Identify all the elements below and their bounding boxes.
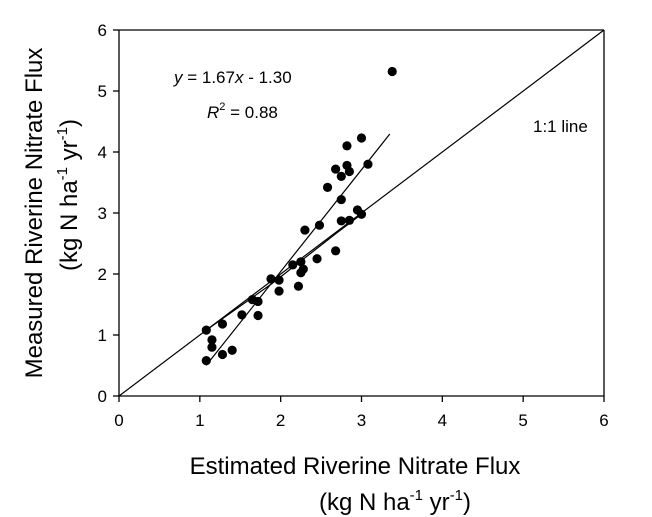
data-point bbox=[274, 286, 284, 296]
data-point bbox=[217, 349, 228, 360]
y-tick-label: 0 bbox=[98, 387, 107, 406]
y-units-mid: yr bbox=[56, 140, 83, 167]
equation-slope: = 1.67 bbox=[183, 68, 235, 87]
data-point bbox=[336, 194, 346, 205]
x-units-mid: yr bbox=[423, 489, 450, 516]
tick-labels: 0 1 2 3 4 5 6 0 1 2 3 4 5 6 bbox=[98, 21, 609, 430]
x-tick-label: 6 bbox=[599, 411, 608, 430]
y-tick-label: 2 bbox=[98, 265, 107, 284]
r-squared-label: R2 = 0.88 bbox=[207, 101, 278, 122]
data-point bbox=[201, 356, 211, 366]
data-point bbox=[296, 257, 306, 267]
data-point bbox=[207, 342, 217, 352]
r2-exponent: 2 bbox=[219, 101, 225, 113]
data-point bbox=[331, 164, 341, 174]
data-point bbox=[298, 264, 308, 274]
y-units-end: ) bbox=[56, 119, 83, 127]
x-tick-label: 0 bbox=[114, 411, 123, 430]
data-points bbox=[201, 66, 397, 366]
y-tick-label: 4 bbox=[98, 143, 107, 162]
data-point bbox=[312, 254, 322, 264]
x-units-end: ) bbox=[463, 489, 471, 516]
data-point bbox=[344, 215, 354, 225]
equation-y: y bbox=[173, 68, 184, 87]
y-axis-units: (kg N ha-1 yr-1) bbox=[54, 119, 83, 271]
data-point bbox=[356, 133, 367, 143]
x-tick-label: 5 bbox=[518, 411, 527, 430]
y-tick-label: 3 bbox=[98, 204, 107, 223]
data-point bbox=[201, 325, 211, 335]
x-axis-units: (kg N ha-1 yr-1) bbox=[319, 487, 471, 516]
y-tick-label: 1 bbox=[98, 326, 107, 345]
r2-value: = 0.88 bbox=[225, 103, 277, 122]
y-axis-title: Measured Riverine Nitrate Flux bbox=[21, 48, 48, 379]
data-point bbox=[274, 275, 284, 285]
tick-marks bbox=[113, 29, 605, 402]
data-point bbox=[336, 171, 346, 181]
x-tick-label: 4 bbox=[438, 411, 447, 430]
y-units-exp1: -1 bbox=[54, 167, 71, 180]
data-point bbox=[363, 159, 373, 169]
regression-line bbox=[205, 133, 391, 366]
data-point bbox=[253, 310, 263, 321]
data-point bbox=[288, 260, 298, 270]
y-units-base: (kg N ha bbox=[56, 180, 83, 271]
equation-x: x bbox=[234, 68, 244, 87]
data-point bbox=[237, 310, 247, 320]
one-to-one-line-label: 1:1 line bbox=[533, 117, 588, 136]
equation-intercept: - 1.30 bbox=[243, 68, 291, 87]
x-tick-label: 2 bbox=[276, 411, 285, 430]
data-point bbox=[314, 220, 325, 230]
y-units-exp2: -1 bbox=[54, 127, 71, 140]
data-point bbox=[217, 319, 228, 329]
x-units-exp2: -1 bbox=[450, 487, 463, 504]
data-point bbox=[336, 216, 346, 226]
data-point bbox=[227, 345, 237, 355]
data-point bbox=[266, 274, 276, 284]
regression-equation: y = 1.67x - 1.30 bbox=[173, 68, 292, 87]
x-units-exp1: -1 bbox=[410, 487, 423, 504]
x-units-base: (kg N ha bbox=[319, 489, 410, 516]
x-tick-label: 1 bbox=[195, 411, 204, 430]
data-point bbox=[322, 182, 333, 192]
x-axis-title: Estimated Riverine Nitrate Flux bbox=[190, 453, 521, 480]
data-point bbox=[387, 66, 397, 77]
data-point bbox=[207, 335, 217, 345]
data-point bbox=[344, 166, 354, 177]
data-point bbox=[253, 296, 263, 307]
y-tick-label: 5 bbox=[98, 82, 107, 101]
data-point bbox=[356, 209, 367, 219]
r2-symbol: R bbox=[207, 103, 219, 122]
x-tick-label: 3 bbox=[357, 411, 366, 430]
data-point bbox=[293, 281, 304, 291]
data-point bbox=[331, 246, 341, 256]
data-point bbox=[342, 141, 352, 151]
data-point bbox=[300, 225, 310, 235]
y-tick-label: 6 bbox=[98, 21, 107, 40]
